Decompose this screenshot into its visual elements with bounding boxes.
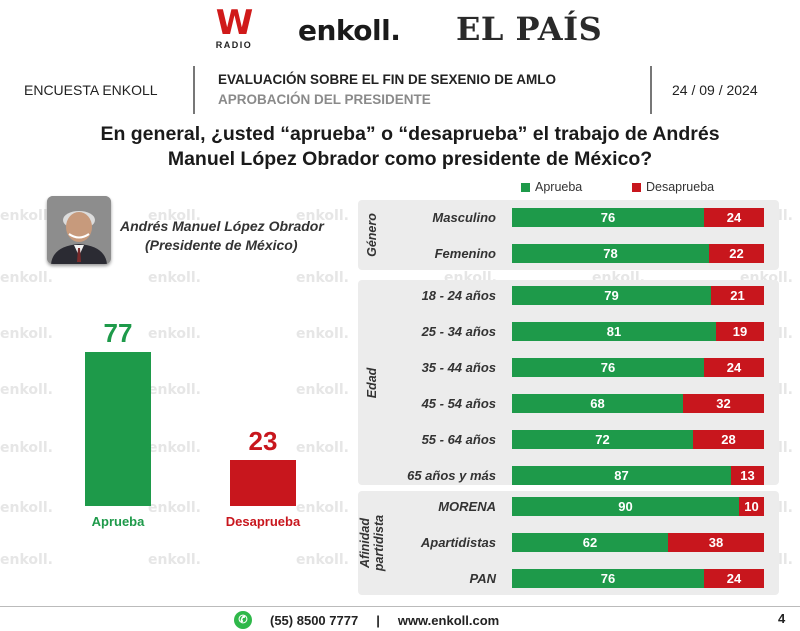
watermark-text: enkoll.	[0, 500, 53, 516]
legend-swatch-aprueba	[521, 182, 530, 192]
portrait-illustration	[47, 196, 111, 264]
row-label: Masculino	[432, 210, 496, 225]
row-label: 45 - 54 años	[421, 396, 496, 411]
watermark-text: enkoll.	[296, 440, 349, 456]
aprueba-bar-segment: 79	[512, 286, 711, 305]
row-label: Femenino	[434, 246, 496, 261]
desaprueba-total-value: 23	[248, 426, 278, 456]
desaprueba-bar-segment: 32	[683, 394, 764, 413]
watermark-text: enkoll.	[148, 440, 201, 456]
legend-swatch-desaprueba	[632, 182, 641, 192]
row-label: 25 - 34 años	[421, 324, 496, 339]
president-photo	[47, 196, 111, 264]
group-label: Edad	[365, 367, 379, 398]
w-radio-logo: W RADIO	[212, 6, 256, 50]
survey-label: ENCUESTA ENKOLL	[24, 82, 158, 98]
desaprueba-total-label: Desaprueba	[225, 514, 301, 529]
desaprueba-bar-segment: 19	[716, 322, 764, 341]
desaprueba-bar-segment: 24	[704, 569, 764, 588]
desaprueba-bar-segment: 10	[739, 497, 764, 516]
aprueba-bar-segment: 76	[512, 569, 704, 588]
page-number: 4	[778, 611, 786, 626]
row-label: 55 - 64 años	[421, 432, 496, 447]
survey-date: 24 / 09 / 2024	[672, 82, 758, 98]
footer-divider	[0, 606, 800, 607]
aprueba-bar-segment: 68	[512, 394, 683, 413]
watermark-text: enkoll.	[0, 326, 53, 342]
watermark-text: enkoll.	[0, 270, 53, 286]
row-label: 65 años y más	[407, 468, 496, 483]
desaprueba-bar-segment: 38	[668, 533, 764, 552]
watermark-text: enkoll.	[148, 208, 201, 224]
row-label: PAN	[469, 571, 496, 586]
row-label: Apartidistas	[420, 535, 496, 550]
header-title: EVALUACIÓN SOBRE EL FIN DE SEXENIO DE AM…	[218, 72, 557, 87]
group-label: Género	[365, 213, 379, 257]
question-title: En general, ¿usted “aprueba” o “desaprue…	[100, 123, 720, 170]
watermark-text: enkoll.	[148, 270, 201, 286]
watermark-text: enkoll.	[0, 552, 53, 568]
watermark-text: enkoll.	[0, 208, 53, 224]
person-name: Andrés Manuel López Obrador	[120, 218, 324, 234]
legend-label-desaprueba: Desaprueba	[646, 180, 715, 194]
footer-web[interactable]: www.enkoll.com	[397, 612, 500, 628]
desaprueba-bar-segment: 13	[731, 466, 764, 485]
footer-phone: (55) 8500 7777	[270, 612, 359, 628]
legend-desaprueba: Desaprueba	[632, 180, 714, 194]
legend-label-aprueba: Aprueba	[535, 180, 583, 194]
w-radio-letter: W	[215, 3, 254, 43]
aprueba-bar-segment: 87	[512, 466, 731, 485]
footer-separator: |	[376, 612, 380, 628]
watermark-text: enkoll.	[296, 382, 349, 398]
person-role: (Presidente de México)	[145, 237, 298, 253]
aprueba-bar-segment: 90	[512, 497, 739, 516]
aprueba-bar-segment: 62	[512, 533, 668, 552]
row-label: 18 - 24 años	[421, 288, 496, 303]
enkoll-logo: enkoll.	[298, 14, 401, 47]
desaprueba-total-bar	[230, 460, 296, 506]
watermark-text: enkoll.	[296, 500, 349, 516]
desaprueba-bar-segment: 24	[704, 208, 764, 227]
aprueba-bar-segment: 76	[512, 358, 704, 377]
group-panel	[358, 280, 779, 485]
desaprueba-bar-segment: 22	[709, 244, 764, 263]
aprueba-total-bar	[85, 352, 151, 506]
watermark-text: enkoll.	[148, 326, 201, 342]
row-label: MORENA	[438, 499, 496, 514]
aprueba-bar-segment: 72	[512, 430, 693, 449]
aprueba-total-label: Aprueba	[91, 514, 145, 529]
watermark-text: enkoll.	[148, 500, 201, 516]
footer: ✆ (55) 8500 7777 | www.enkoll.com	[234, 611, 499, 629]
aprueba-total-value: 77	[103, 318, 133, 348]
header-divider	[193, 66, 195, 114]
w-radio-sub: RADIO	[215, 40, 253, 50]
header-subtitle: APROBACIÓN DEL PRESIDENTE	[218, 92, 431, 107]
watermark-text: enkoll.	[148, 552, 201, 568]
watermark-text: enkoll.	[296, 208, 349, 224]
desaprueba-bar-segment: 24	[704, 358, 764, 377]
el-pais-logo: EL PAÍS	[456, 10, 603, 48]
watermark-text: enkoll.	[296, 552, 349, 568]
desaprueba-bar-segment: 28	[693, 430, 764, 449]
watermark-text: enkoll.	[0, 382, 53, 398]
aprueba-bar-segment: 78	[512, 244, 709, 263]
watermark-text: enkoll.	[296, 270, 349, 286]
aprueba-bar-segment: 81	[512, 322, 716, 341]
header-divider	[650, 66, 652, 114]
desaprueba-bar-segment: 21	[711, 286, 764, 305]
row-label: 35 - 44 años	[421, 360, 496, 375]
watermark-text: enkoll.	[148, 382, 201, 398]
whatsapp-icon: ✆	[234, 611, 252, 629]
watermark-text: enkoll.	[0, 440, 53, 456]
legend-aprueba: Aprueba	[521, 180, 582, 194]
aprueba-bar-segment: 76	[512, 208, 704, 227]
watermark-text: enkoll.	[296, 326, 349, 342]
